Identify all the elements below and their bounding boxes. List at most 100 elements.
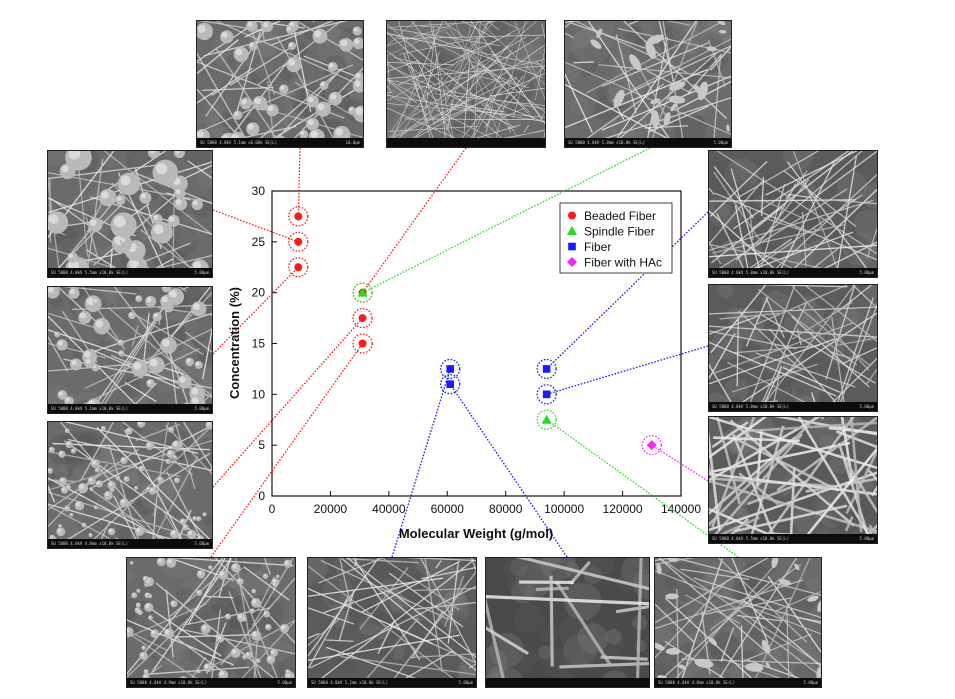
x-tick-label: 100000 (544, 502, 584, 516)
sem-scale-label: 5.00μm (859, 404, 874, 409)
highlight-ring (641, 435, 662, 456)
sem-info-bar: SU 5000 4.0kV 5.1mm x6.00k SE(L) 10.0μm (197, 138, 363, 147)
sem-caption: SU 5000 4.0kV 5.0mm x10.0k SE(L) (568, 140, 646, 145)
x-tick-label: 60000 (431, 502, 465, 516)
sem-info-bar (387, 138, 545, 147)
data-point-spindle-fiber (357, 287, 368, 297)
sem-micrograph: SU 5000 4.0kV 5.0mm x10.0k SE(L) 5.00μm (564, 20, 732, 148)
leader-line (210, 343, 364, 558)
data-point-fiber (446, 380, 455, 388)
leader-line (391, 368, 451, 558)
sem-micrograph: SU 5000 4.0kV 4.9mm x10.0k SE(L) 5.00μm (126, 557, 296, 688)
leader-line (546, 419, 739, 558)
x-axis-title: Molecular Weight (g/mol) (399, 526, 553, 541)
data-point-fiber (446, 365, 455, 373)
leader-line (212, 266, 299, 355)
sem-caption: SU 5000 4.0kV 5.0mm x10.0k SE(L) (712, 270, 790, 275)
sem-micrograph: SU 5000 4.0kV 5.0mm x10.0k SE(L) 5.00μm (708, 150, 878, 278)
sem-info-bar: SU 5000 4.0kV 5.0mm x10.0k SE(L) 5.00μm (709, 402, 877, 411)
sem-micrograph: SU 5000 4.0kV 5.5mm x10.0k SE(L) 5.00μm (47, 150, 213, 278)
legend-box (559, 202, 673, 274)
y-tick-label: 0 (258, 489, 265, 503)
sem-info-bar: SU 5000 4.0kV 5.5mm x10.0k SE(L) 5.00μm (48, 268, 212, 277)
sem-info-bar: SU 5000 4.0kV 4.8mm x10.0k SE(L) 5.00μm (48, 539, 212, 548)
sem-caption: SU 5000 4.0kV 5.2mm x10.0k SE(L) (311, 680, 389, 685)
sem-scale-label: 5.00μm (713, 140, 728, 145)
data-point-beaded-fiber (294, 237, 303, 246)
legend-marker (567, 257, 577, 267)
sem-caption: SU 5000 4.0kV 4.9mm x10.0k SE(L) (130, 680, 208, 685)
leader-line (212, 209, 299, 243)
leader-line (362, 147, 467, 294)
data-point-beaded-fiber (294, 263, 303, 272)
sem-micrograph: SU 5000 4.0kV 5.5mm x10.0k SE(L) 5.00μm (708, 416, 878, 544)
y-tick-label: 10 (252, 387, 266, 401)
highlight-ring (352, 333, 373, 354)
sem-micrograph: SU 5000 4.0kV 4.8mm x10.0k SE(L) 5.00μm (47, 421, 213, 549)
highlight-ring (536, 409, 557, 430)
sem-caption: SU 5000 4.0kV 4.8mm x10.0k SE(L) (658, 680, 736, 685)
y-tick-label: 15 (252, 337, 266, 351)
sem-info-bar: SU 5000 4.0kV 4.8mm x10.0k SE(L) 5.00μm (655, 678, 821, 687)
sem-info-bar: SU 5000 4.0kV 5.0mm x10.0k SE(L) 5.00μm (565, 138, 731, 147)
sem-micrograph: SU 5000 4.0kV 5.1mm x10.0k SE(L) 5.00μm (47, 286, 213, 414)
sem-scale-label: 10.0μm (345, 140, 360, 145)
sem-info-bar: SU 5000 4.0kV 5.0mm x10.0k SE(L) 5.00μm (709, 268, 877, 277)
highlight-ring (536, 358, 557, 380)
sem-scale-label: 5.00μm (194, 541, 209, 546)
x-tick-label: 140000 (661, 502, 701, 516)
leader-line (297, 147, 301, 217)
y-tick-label: 30 (252, 184, 266, 198)
leader-line (546, 211, 709, 370)
sem-caption: SU 5000 4.0kV 5.1mm x6.00k SE(L) (200, 140, 278, 145)
highlight-ring (440, 374, 461, 395)
legend-entry: Spindle Fiber (584, 225, 655, 239)
x-tick-label: 0 (269, 502, 276, 516)
sem-caption: SU 5000 4.0kV 5.5mm x10.0k SE(L) (51, 270, 129, 275)
x-tick-label: 120000 (603, 502, 643, 516)
highlight-ring (536, 384, 557, 405)
leader-line (651, 444, 709, 482)
sem-scale-label: 5.00μm (859, 536, 874, 541)
highlight-ring (288, 257, 309, 278)
y-tick-label: 25 (252, 235, 266, 249)
sem-micrograph: SU 5000 4.0kV 4.8mm x10.0k SE(L) 5.00μm (654, 557, 822, 688)
data-point-fiber (542, 365, 551, 373)
data-point-beaded-fiber (358, 314, 367, 323)
y-tick-label: 20 (252, 286, 266, 300)
sem-scale-label: 5.00μm (277, 680, 292, 685)
sem-micrograph (386, 20, 546, 148)
sem-info-bar (486, 678, 649, 687)
x-tick-label: 80000 (489, 502, 523, 516)
sem-scale-label: 5.00μm (803, 680, 818, 685)
sem-caption: SU 5000 4.0kV 5.0mm x10.0k SE(L) (712, 404, 790, 409)
data-point-beaded-fiber (358, 339, 367, 348)
highlight-ring (288, 231, 309, 252)
x-tick-label: 20000 (314, 502, 348, 516)
sem-info-bar: SU 5000 4.0kV 5.1mm x10.0k SE(L) 5.00μm (48, 404, 212, 413)
sem-micrograph: SU 5000 4.0kV 5.2mm x10.0k SE(L) 5.00μm (307, 557, 477, 688)
sem-micrograph: SU 5000 4.0kV 5.1mm x6.00k SE(L) 10.0μm (196, 20, 364, 148)
sem-scale-label: 5.00μm (458, 680, 473, 685)
sem-info-bar: SU 5000 4.0kV 4.9mm x10.0k SE(L) 5.00μm (127, 678, 295, 687)
sem-caption: SU 5000 4.0kV 5.1mm x10.0k SE(L) (51, 406, 129, 411)
sem-caption: SU 5000 4.0kV 4.8mm x10.0k SE(L) (51, 541, 129, 546)
sem-scale-label: 5.00μm (194, 270, 209, 275)
highlight-ring (352, 282, 373, 303)
highlight-ring (352, 307, 373, 329)
sem-info-bar: SU 5000 4.0kV 5.2mm x10.0k SE(L) 5.00μm (308, 678, 476, 687)
highlight-ring (288, 206, 309, 227)
sem-scale-label: 5.00μm (194, 406, 209, 411)
y-axis-title: Concentration (%) (227, 287, 242, 399)
legend-marker (568, 211, 576, 220)
legend-entry: Fiber with HAc (584, 256, 662, 270)
legend-entry: Fiber (584, 240, 611, 254)
data-point-fiber (542, 390, 551, 399)
sem-scale-label: 5.00μm (859, 270, 874, 275)
leader-line (212, 317, 364, 488)
leader-line (546, 345, 709, 395)
data-point-fiber-with-hac (646, 440, 657, 451)
